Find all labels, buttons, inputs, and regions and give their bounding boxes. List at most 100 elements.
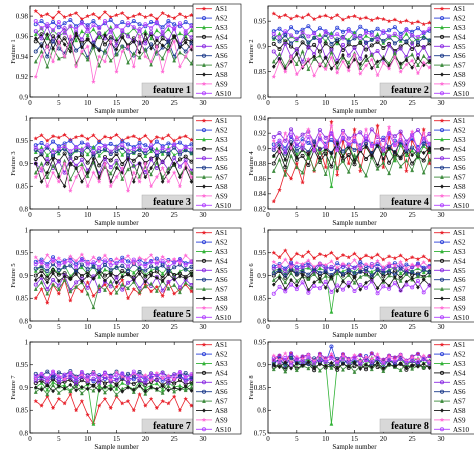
x-tick-label: 30	[200, 435, 208, 443]
data-point	[294, 148, 299, 153]
data-point	[166, 388, 171, 393]
data-point	[415, 26, 420, 31]
data-point	[79, 153, 84, 158]
data-point	[68, 188, 73, 193]
data-point	[381, 361, 386, 366]
data-point	[312, 361, 317, 366]
data-point	[392, 266, 397, 271]
data-point	[183, 161, 189, 166]
data-point	[68, 49, 73, 54]
data-point	[329, 258, 334, 264]
legend-label: AS3	[453, 360, 466, 368]
data-point	[166, 286, 171, 291]
data-point	[294, 260, 300, 265]
data-point	[202, 184, 206, 189]
data-point	[33, 375, 39, 381]
data-point	[171, 394, 177, 399]
data-point	[178, 174, 182, 180]
data-point	[439, 34, 444, 39]
legend-box	[192, 227, 242, 323]
x-tick-label: 10	[84, 211, 92, 219]
data-point	[271, 353, 277, 358]
data-point	[439, 240, 444, 245]
legend-label: AS9	[453, 416, 466, 424]
data-point	[335, 261, 340, 266]
data-point	[39, 380, 44, 385]
legend-entry-as5: AS5	[434, 267, 466, 275]
data-point	[421, 277, 426, 282]
data-point	[306, 263, 311, 268]
data-point	[306, 366, 311, 371]
data-point	[364, 30, 369, 35]
data-point	[119, 277, 125, 283]
data-point	[62, 54, 67, 59]
data-point	[369, 37, 374, 42]
data-point	[189, 179, 194, 184]
data-point	[126, 272, 130, 277]
data-point	[148, 12, 154, 18]
data-point	[80, 179, 84, 184]
data-point	[323, 285, 328, 290]
data-point	[143, 161, 148, 166]
data-point	[201, 34, 206, 39]
data-point	[404, 168, 409, 174]
data-point	[381, 274, 386, 279]
data-point	[201, 128, 206, 133]
data-point	[62, 42, 67, 47]
legend-label: AS2	[215, 127, 228, 135]
data-point	[79, 370, 84, 375]
legend-entry-as3: AS3	[434, 248, 466, 256]
data-point	[79, 49, 85, 54]
data-point	[312, 148, 317, 153]
x-axis-label: Sample number	[332, 331, 377, 339]
data-point	[177, 378, 182, 383]
data-point	[56, 260, 61, 265]
data-point	[386, 18, 392, 24]
legend-entry-as9: AS9	[196, 304, 228, 312]
data-point	[375, 365, 380, 370]
data-point	[317, 279, 322, 284]
data-point	[392, 25, 397, 30]
series-line	[35, 268, 203, 280]
data-point	[97, 163, 102, 168]
data-point	[166, 379, 171, 384]
data-point	[323, 262, 328, 267]
data-point	[364, 367, 369, 372]
data-point	[294, 134, 300, 139]
data-point	[91, 156, 96, 162]
data-point	[45, 287, 50, 292]
x-tick-label: 15	[113, 99, 121, 107]
data-point	[177, 285, 182, 290]
data-point	[369, 144, 374, 149]
data-point	[149, 172, 154, 177]
data-point	[148, 252, 154, 257]
legend-entry-as1: AS1	[196, 117, 228, 125]
data-point	[306, 24, 311, 29]
data-point	[440, 408, 444, 413]
data-point	[323, 29, 328, 34]
legend-label: AS2	[453, 351, 466, 359]
data-point	[404, 262, 409, 267]
data-point	[439, 315, 444, 320]
data-point	[97, 376, 102, 381]
data-point	[341, 52, 345, 58]
data-point	[39, 273, 44, 278]
data-point	[357, 256, 363, 262]
data-point	[358, 353, 363, 358]
data-point	[183, 375, 188, 380]
data-point	[126, 21, 131, 26]
series-line	[35, 263, 203, 273]
legend-label: AS2	[453, 15, 466, 23]
series-line	[273, 268, 441, 280]
data-point	[375, 291, 380, 296]
data-point	[404, 62, 409, 67]
y-tick-label: 0.95	[254, 17, 267, 25]
data-point	[108, 14, 114, 20]
legend-label: AS7	[215, 286, 228, 294]
data-point	[317, 53, 322, 58]
data-point	[334, 172, 340, 177]
data-point	[329, 344, 334, 349]
data-point	[85, 160, 90, 165]
data-point	[392, 359, 397, 364]
